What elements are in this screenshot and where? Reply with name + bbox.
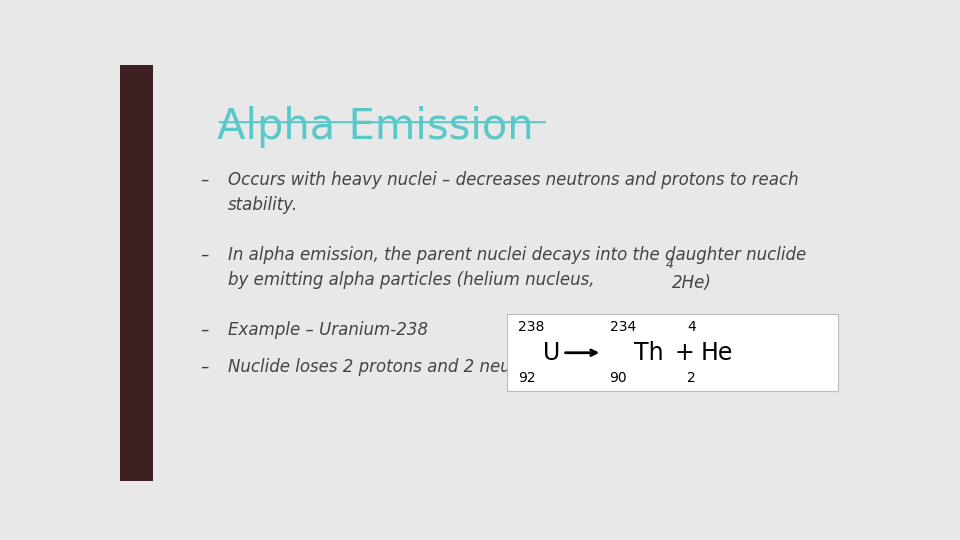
Text: 4: 4: [666, 259, 674, 272]
Text: –: –: [201, 171, 208, 189]
Text: 234: 234: [610, 320, 636, 334]
Text: –: –: [201, 246, 208, 264]
Text: He: He: [701, 341, 732, 364]
Text: 4: 4: [687, 320, 696, 334]
Bar: [507, 314, 838, 391]
Text: In alpha emission, the parent nuclei decays into the daughter nuclide
by emittin: In alpha emission, the parent nuclei dec…: [228, 246, 806, 289]
Bar: [120, 65, 154, 481]
Text: –: –: [201, 358, 208, 376]
Text: +: +: [674, 341, 694, 364]
Text: 90: 90: [610, 372, 627, 386]
Text: 92: 92: [518, 372, 536, 386]
Text: Example – Uranium-238: Example – Uranium-238: [228, 321, 428, 339]
Text: Occurs with heavy nuclei – decreases neutrons and protons to reach
stability.: Occurs with heavy nuclei – decreases neu…: [228, 171, 799, 214]
Text: Th: Th: [635, 341, 663, 364]
Text: –: –: [201, 321, 208, 339]
Text: U: U: [542, 341, 560, 364]
Text: 238: 238: [518, 320, 544, 334]
Text: 2He): 2He): [672, 274, 712, 292]
Text: Alpha Emission: Alpha Emission: [217, 106, 534, 148]
Text: Nuclide loses 2 protons and 2 neut: Nuclide loses 2 protons and 2 neut: [228, 358, 517, 376]
Text: 2: 2: [687, 372, 696, 386]
